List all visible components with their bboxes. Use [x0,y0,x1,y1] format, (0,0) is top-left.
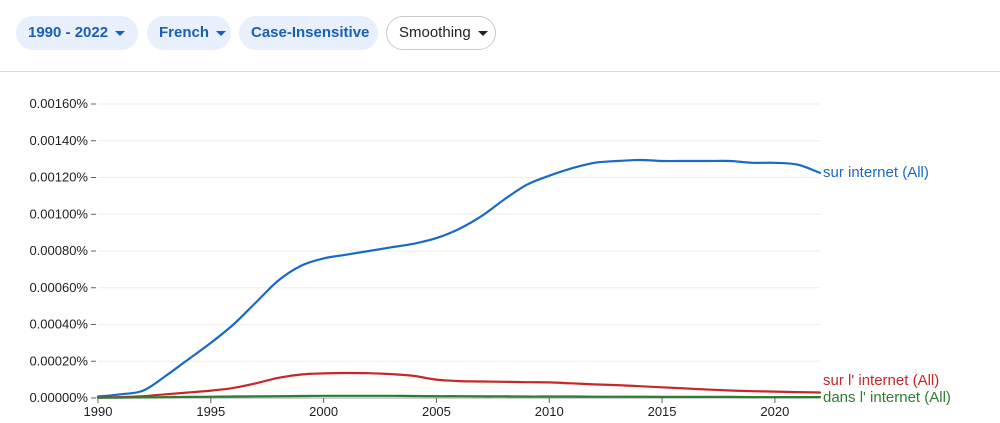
series-line[interactable] [96,394,822,399]
year-range-label: 1990 - 2022 [28,24,109,41]
x-tick-label: 2000 [309,404,338,419]
chevron-down-icon [216,30,227,36]
y-tick-label: 0.00000% [29,390,88,405]
y-tick-label: 0.00160% [29,96,88,111]
y-tick-label: 0.00040% [29,317,88,332]
y-tick-label: 0.00100% [29,206,88,221]
language-dropdown[interactable]: French [147,16,231,50]
year-range-dropdown[interactable]: 1990 - 2022 [16,16,138,50]
smoothing-label: Smoothing [399,24,471,41]
x-tick-label: 2015 [648,404,677,419]
y-tick-label: 0.00020% [29,353,88,368]
x-tick-label: 1995 [196,404,225,419]
y-tick-label: 0.00140% [29,133,88,148]
chevron-down-icon [115,30,126,36]
x-tick-label: 2010 [535,404,564,419]
case-label: Case-Insensitive [251,24,370,41]
series-label[interactable]: sur internet (All) [823,164,929,181]
series-label[interactable]: dans l' internet (All) [823,389,951,406]
smoothing-dropdown[interactable]: Smoothing [386,16,496,50]
y-tick-label: 0.00060% [29,280,88,295]
series-label[interactable]: sur l' internet (All) [823,372,939,389]
x-tick-label: 2005 [422,404,451,419]
x-tick-label: 1990 [84,404,113,419]
x-tick-label: 2020 [760,404,789,419]
y-tick-label: 0.00080% [29,243,88,258]
chevron-down-icon [477,30,488,36]
series-line[interactable] [96,158,822,398]
language-label: French [159,24,210,41]
y-tick-label: 0.00120% [29,170,88,185]
case-toggle-button[interactable]: Case-Insensitive [239,16,378,50]
series-line[interactable] [96,371,822,399]
controls-bar: 1990 - 2022 French Case-Insensitive Smoo… [0,0,1000,72]
